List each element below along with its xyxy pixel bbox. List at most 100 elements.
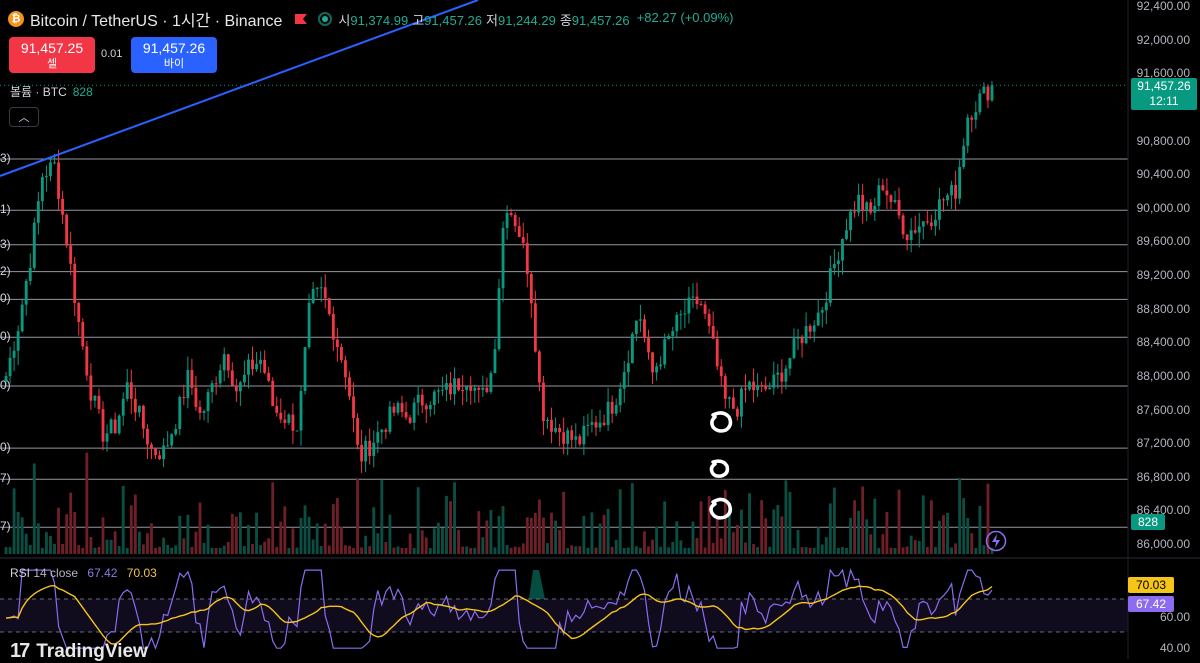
candle-body <box>570 430 574 440</box>
volume-bar <box>53 543 56 554</box>
sell-button[interactable]: 91,457.25 셀 <box>9 37 95 73</box>
candle-body <box>129 382 133 399</box>
candle-body <box>816 312 820 326</box>
candle-body <box>174 429 178 435</box>
lightning-icon[interactable] <box>985 530 1007 552</box>
candle-body <box>760 385 764 387</box>
volume-bar <box>933 547 937 554</box>
candle-body <box>909 230 913 241</box>
candle-body <box>388 406 392 432</box>
candle-body <box>893 199 897 203</box>
rsi-ma-line <box>5 584 993 645</box>
flag-icon[interactable] <box>294 13 308 25</box>
rsi-legend[interactable]: RSI 14 close 67.42 70.03 <box>10 566 157 580</box>
volume-bar <box>376 533 380 554</box>
candle-body <box>574 436 578 440</box>
candle-body <box>376 432 380 443</box>
symbol-header[interactable]: ₿ Bitcoin / TetherUS · 1시간 · Binance 시91… <box>8 8 733 30</box>
candle-body <box>731 397 735 409</box>
rsi-value-badge: 67.42 <box>1128 596 1174 612</box>
volume-bar <box>481 537 485 554</box>
candle-body <box>12 350 16 358</box>
volume-bar <box>917 541 921 554</box>
volume-bar <box>210 547 214 554</box>
candle-body <box>364 440 368 462</box>
volume-bar <box>40 547 44 554</box>
high-value: 91,457.26 <box>424 12 482 28</box>
candle-body <box>150 444 153 449</box>
candle-body <box>630 333 634 364</box>
volume-bar <box>85 452 89 554</box>
symbol-title[interactable]: Bitcoin / TetherUS · 1시간 · Binance <box>30 13 283 30</box>
candle-body <box>396 403 400 413</box>
candle-body <box>804 326 808 344</box>
candle-body <box>190 370 194 388</box>
volume-bar <box>913 540 917 554</box>
candle-body <box>141 405 145 429</box>
volume-bar <box>784 480 788 554</box>
volume-bar <box>865 519 869 554</box>
candle-body <box>307 302 311 348</box>
sell-price: 91,457.25 <box>20 40 84 56</box>
candle-body <box>639 319 642 321</box>
volume-bar <box>404 547 408 554</box>
volume-bar <box>808 547 812 554</box>
candle-body <box>461 390 465 392</box>
volume-bar <box>247 524 250 554</box>
volume-bar <box>206 524 210 554</box>
candle-body <box>865 202 869 210</box>
volume-bar <box>182 538 186 554</box>
rsi-ma-value: 70.03 <box>126 566 157 580</box>
volume-bar <box>780 516 784 554</box>
candle-body <box>550 419 553 432</box>
price-tick: 86,800.00 <box>1136 469 1190 484</box>
volume-bar <box>396 546 400 554</box>
volume-bar <box>796 530 800 554</box>
volume-legend[interactable]: 볼륨 · BTC 828 <box>10 83 93 100</box>
tradingview-logo[interactable]: 17 TradingView <box>10 640 148 663</box>
volume-bar <box>303 505 307 554</box>
volume-bar <box>537 499 541 554</box>
candle-body <box>946 195 949 201</box>
candle-body <box>586 424 590 426</box>
volume-bar <box>238 512 242 554</box>
volume-bar <box>384 542 388 554</box>
candle-body <box>445 383 448 390</box>
volume-bar <box>570 545 574 554</box>
volume-bar <box>16 511 20 554</box>
volume-bar <box>812 547 816 554</box>
candle-body <box>146 428 149 445</box>
volume-bar <box>65 514 69 554</box>
candle-body <box>238 382 242 392</box>
candle-body <box>105 433 109 442</box>
volume-bar <box>643 531 646 554</box>
volume-bar <box>489 509 493 554</box>
level-label: 7) <box>0 471 11 486</box>
volume-bar <box>978 505 982 554</box>
candle-body <box>671 331 675 336</box>
candle-body <box>186 370 190 399</box>
volume-bar <box>610 546 614 554</box>
volume-bar <box>938 520 941 554</box>
volume-bar <box>683 547 687 554</box>
candle-body <box>49 162 52 177</box>
candle-body <box>501 227 505 289</box>
volume-title: 볼륨 · BTC <box>10 85 67 99</box>
candle-body <box>590 422 594 425</box>
volume-bar <box>178 515 182 554</box>
volume-bar <box>150 523 153 554</box>
candle-body <box>558 428 562 433</box>
candle-body <box>16 331 20 351</box>
candle-body <box>683 313 687 315</box>
buy-button[interactable]: 91,457.26 바이 <box>131 37 217 73</box>
volume-bar <box>861 486 865 554</box>
collapse-legend-button[interactable]: ︿ <box>9 107 39 127</box>
candle-body <box>198 406 202 413</box>
volume-bar <box>251 544 254 554</box>
candle-body <box>905 234 909 241</box>
volume-bar <box>473 547 477 554</box>
tradingview-icon: 17 <box>10 640 30 662</box>
price-tick: 87,600.00 <box>1136 402 1190 417</box>
volume-bar <box>36 523 40 554</box>
